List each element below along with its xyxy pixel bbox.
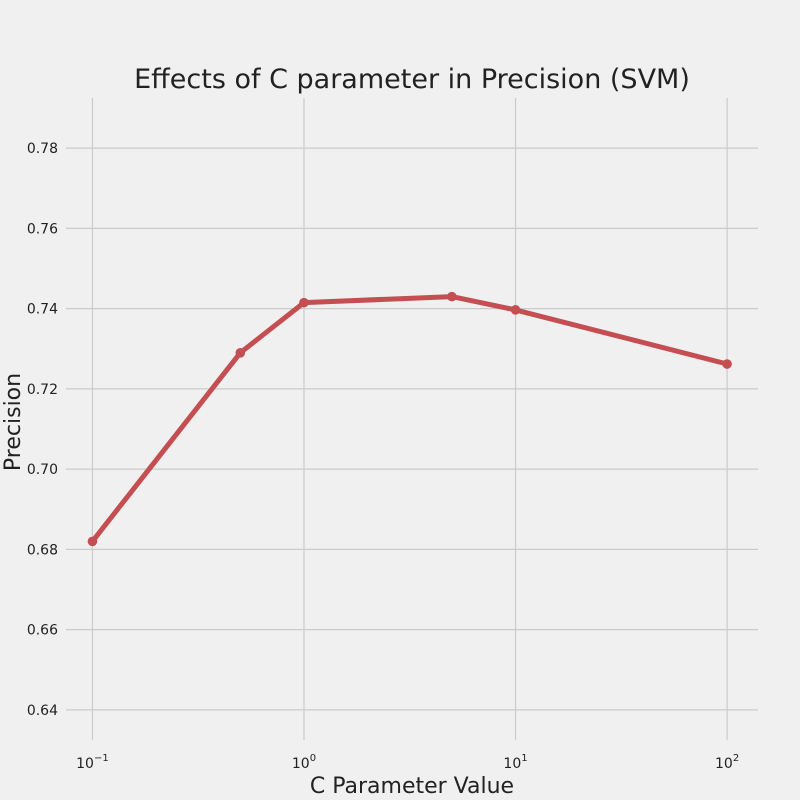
series-line [89, 294, 730, 544]
grid-lines [66, 98, 758, 740]
y-tick-label: 0.76 [27, 221, 58, 237]
y-tick-label: 0.78 [27, 141, 58, 157]
tick-labels: 10−1 100 101 102 0.64 0.66 0.68 0.70 0.72 0.74 0.7… [27, 141, 739, 772]
y-tick-label: 0.74 [27, 302, 58, 318]
x-tick-label: 10−1 [76, 753, 109, 772]
chart-title: Effects of C parameter in Precision (SVM… [134, 64, 690, 95]
data-point [299, 297, 309, 308]
y-axis-label: Precision [1, 373, 26, 471]
x-axis-label: C Parameter Value [310, 774, 514, 799]
y-tick-label: 0.68 [27, 542, 58, 558]
y-tick-label: 0.70 [27, 462, 58, 478]
x-tick-label: 100 [292, 753, 316, 772]
data-point [510, 305, 521, 315]
y-tick-label: 0.64 [27, 703, 58, 719]
y-tick-label: 0.66 [27, 623, 58, 639]
x-tick-label: 102 [715, 753, 739, 772]
data-point [722, 359, 732, 369]
data-point [235, 347, 246, 358]
y-tick-label: 0.72 [27, 382, 58, 398]
data-point [87, 536, 98, 547]
series-layer [87, 291, 732, 547]
data-point [447, 291, 457, 302]
x-tick-label: 101 [503, 753, 527, 772]
